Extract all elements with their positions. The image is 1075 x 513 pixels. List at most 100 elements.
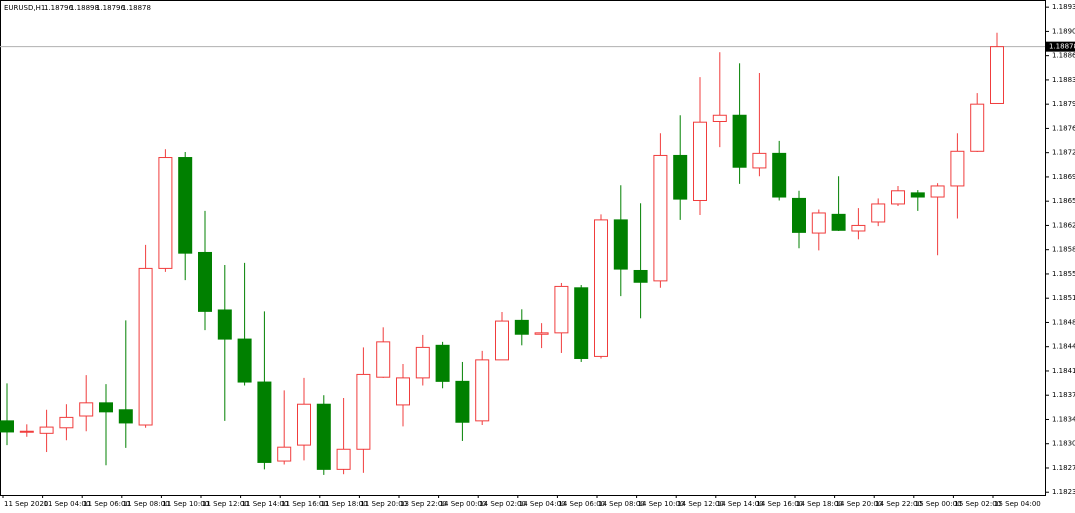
header-value: 1.18878 [122,4,151,12]
candle-body [534,332,549,335]
candle-body [514,319,529,335]
candle-body [396,377,410,406]
candle-body [237,338,252,383]
candle-body [811,212,826,234]
candle-body [0,420,14,433]
candle-body [554,285,569,334]
candle-body [772,152,787,198]
y-tick-label: 1.18340 [1052,415,1075,423]
y-tick-label: 1.18515 [1052,294,1075,302]
candle-body [831,213,846,231]
candle-body [376,341,391,378]
x-tick-label: 14 Sep 06:00 [558,500,605,508]
candle-body [455,380,470,423]
header-value: 1.18898 [70,4,99,12]
x-tick-label: 14 Sep 20:00 [836,500,883,508]
y-tick-label: 1.18550 [1052,270,1075,278]
plot-frame [0,0,1046,496]
candle-body [633,269,648,283]
candle-body [752,152,767,169]
x-tick-label: 11 Sep 10:00 [162,500,209,508]
y-tick-label: 1.18410 [1052,367,1075,375]
candle-body [79,402,94,417]
x-tick-label: 14 Sep 00:00 [440,500,487,508]
candle-body [594,219,608,357]
candle-body [316,403,331,470]
y-tick-label: 1.18585 [1052,246,1075,254]
y-tick-label: 1.18690 [1052,173,1075,181]
x-tick-label: 14 Sep 16:00 [756,500,803,508]
candle-body [910,192,925,198]
y-tick-label: 1.18305 [1052,440,1075,448]
x-tick-label: 15 Sep 00:00 [915,500,962,508]
y-tick-label: 1.18935 [1052,3,1075,11]
y-tick-label: 1.18235 [1052,488,1075,496]
current-price-label: 1.18878 [1049,43,1075,51]
candle-body [950,150,965,187]
candle-body [891,190,905,205]
symbol-label: EURUSD,H1 [4,4,45,12]
candle-body [99,402,113,413]
y-tick-label: 1.18725 [1052,149,1075,157]
y-tick-label: 1.18480 [1052,318,1075,326]
y-tick-label: 1.18795 [1052,100,1075,108]
x-tick-label: 11 Sep 2020 [4,500,48,508]
x-tick-label: 11 Sep 16:00 [281,500,328,508]
candle-body [970,103,985,152]
x-tick-label: 14 Sep 12:00 [677,500,724,508]
candle-body [792,197,806,233]
x-tick-label: 14 Sep 04:00 [519,500,566,508]
x-tick-label: 15 Sep 02:00 [954,500,1001,508]
candle-body [297,403,311,446]
y-tick-label: 1.18375 [1052,391,1075,399]
candle-body [851,224,866,232]
candle-body [871,203,886,223]
current-price-tag [1046,41,1075,52]
y-tick-label: 1.18865 [1052,52,1075,60]
x-tick-label: 11 Sep 08:00 [123,500,170,508]
candle-body [673,154,688,200]
x-tick-label: 11 Sep 20:00 [360,500,407,508]
candle-body [712,114,727,122]
candle-body [138,267,153,426]
x-tick-label: 14 Sep 08:00 [598,500,645,508]
candle-body [475,359,490,422]
candle-body [336,448,351,470]
candle-body [39,426,54,434]
x-tick-label: 11 Sep 04:00 [44,500,91,508]
candle-body [653,154,668,282]
candle-body [118,409,133,424]
y-tick-label: 1.18900 [1052,27,1075,35]
x-tick-label: 14 Sep 10:00 [638,500,685,508]
candle-body [59,416,74,429]
candle-body [356,373,371,450]
x-tick-label: 13 Sep 22:00 [400,500,447,508]
y-tick-label: 1.18655 [1052,197,1075,205]
candle-body [19,430,34,433]
x-tick-label: 15 Sep 04:00 [994,500,1041,508]
candle-body [158,157,173,269]
x-tick-label: 11 Sep 12:00 [202,500,249,508]
x-tick-label: 11 Sep 06:00 [83,500,130,508]
header-value: 1.18796 [44,4,73,12]
candle-body [990,46,1004,104]
y-tick-label: 1.18760 [1052,124,1075,132]
y-tick-label: 1.18270 [1052,464,1075,472]
y-tick-label: 1.18830 [1052,76,1075,84]
header-value: 1.18796 [96,4,125,12]
candle-body [198,251,212,312]
candle-body [495,320,509,361]
x-tick-label: 11 Sep 18:00 [321,500,368,508]
candle-body [930,185,945,198]
candle-body [415,346,430,379]
candle-body [178,157,193,254]
candle-body [277,446,292,462]
candle-body [574,287,589,359]
x-tick-label: 11 Sep 14:00 [242,500,289,508]
y-tick-label: 1.18620 [1052,221,1075,229]
y-tick-label: 1.18445 [1052,343,1075,351]
candle-body [257,381,272,463]
candle-body [732,114,747,168]
candle-body [613,219,628,270]
